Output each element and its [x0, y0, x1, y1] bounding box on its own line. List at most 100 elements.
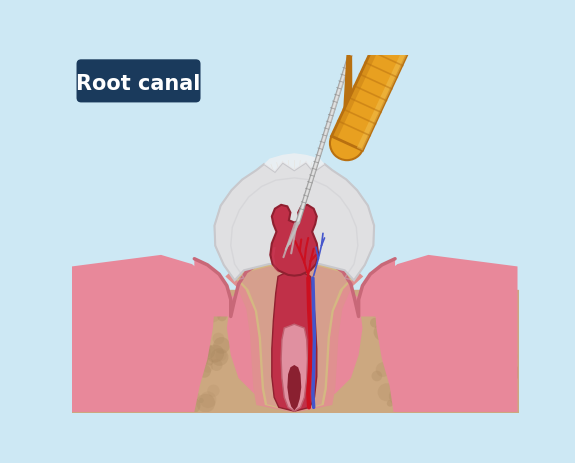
Circle shape	[178, 322, 194, 338]
Circle shape	[389, 345, 396, 353]
Circle shape	[472, 325, 488, 341]
Circle shape	[71, 386, 85, 400]
Circle shape	[402, 372, 413, 383]
Circle shape	[124, 302, 143, 321]
Circle shape	[410, 349, 422, 361]
Circle shape	[200, 333, 211, 344]
Circle shape	[91, 333, 103, 345]
Polygon shape	[332, 37, 409, 151]
Circle shape	[210, 359, 223, 371]
Circle shape	[200, 344, 215, 359]
Circle shape	[169, 325, 188, 343]
Circle shape	[447, 321, 452, 326]
Circle shape	[481, 346, 489, 354]
Circle shape	[112, 313, 128, 328]
Circle shape	[486, 309, 500, 322]
Circle shape	[155, 379, 171, 395]
Circle shape	[93, 359, 102, 369]
Circle shape	[330, 127, 364, 161]
Circle shape	[502, 363, 508, 369]
Circle shape	[442, 329, 454, 342]
Circle shape	[401, 333, 408, 339]
Circle shape	[135, 366, 151, 382]
Circle shape	[378, 383, 396, 401]
Circle shape	[135, 380, 142, 388]
Circle shape	[200, 392, 216, 408]
Circle shape	[109, 398, 125, 414]
Circle shape	[202, 304, 221, 323]
Circle shape	[393, 315, 402, 324]
Circle shape	[104, 316, 121, 333]
Circle shape	[209, 300, 216, 307]
Circle shape	[198, 365, 211, 378]
Circle shape	[207, 385, 220, 397]
Polygon shape	[194, 259, 262, 317]
Circle shape	[126, 343, 137, 353]
Polygon shape	[224, 176, 365, 278]
Circle shape	[202, 363, 213, 373]
Circle shape	[124, 302, 143, 321]
Circle shape	[447, 302, 463, 318]
Circle shape	[178, 299, 189, 311]
Circle shape	[385, 353, 402, 369]
Circle shape	[503, 350, 518, 364]
Circle shape	[76, 308, 92, 324]
Circle shape	[129, 303, 144, 318]
Circle shape	[192, 393, 200, 400]
Circle shape	[186, 329, 194, 338]
Circle shape	[387, 400, 393, 407]
Circle shape	[125, 307, 140, 322]
Circle shape	[430, 314, 435, 319]
Circle shape	[483, 319, 497, 332]
Circle shape	[477, 343, 486, 352]
Circle shape	[393, 356, 408, 371]
Circle shape	[178, 389, 183, 395]
Circle shape	[90, 302, 105, 317]
Circle shape	[439, 344, 458, 363]
Circle shape	[113, 395, 118, 400]
Circle shape	[492, 389, 509, 406]
Circle shape	[212, 333, 224, 345]
Circle shape	[197, 345, 210, 359]
Circle shape	[184, 397, 201, 414]
Circle shape	[112, 392, 124, 404]
Circle shape	[483, 325, 497, 338]
Circle shape	[183, 298, 190, 304]
Polygon shape	[235, 263, 354, 412]
Circle shape	[170, 295, 183, 308]
Circle shape	[84, 338, 102, 357]
Circle shape	[392, 371, 409, 388]
Circle shape	[103, 318, 108, 323]
Circle shape	[89, 341, 105, 357]
Polygon shape	[288, 365, 301, 411]
Circle shape	[115, 401, 130, 416]
Circle shape	[67, 301, 86, 319]
Polygon shape	[374, 255, 518, 412]
Circle shape	[186, 307, 198, 319]
Circle shape	[415, 353, 426, 364]
Polygon shape	[214, 163, 374, 281]
Circle shape	[122, 388, 140, 407]
Circle shape	[406, 342, 426, 362]
Circle shape	[194, 316, 201, 324]
Circle shape	[374, 324, 391, 341]
Circle shape	[431, 294, 450, 313]
Circle shape	[101, 360, 108, 367]
Circle shape	[90, 317, 97, 323]
Circle shape	[154, 324, 170, 340]
Circle shape	[178, 330, 185, 337]
Circle shape	[126, 387, 133, 394]
Polygon shape	[239, 266, 350, 411]
Circle shape	[480, 355, 492, 367]
Circle shape	[72, 339, 90, 357]
Circle shape	[196, 394, 215, 413]
Circle shape	[404, 381, 416, 393]
Circle shape	[129, 346, 137, 355]
Circle shape	[128, 335, 147, 354]
Circle shape	[430, 360, 446, 376]
Circle shape	[451, 319, 465, 333]
Circle shape	[140, 361, 146, 368]
Circle shape	[110, 341, 116, 346]
Circle shape	[461, 397, 481, 417]
Circle shape	[440, 405, 447, 411]
